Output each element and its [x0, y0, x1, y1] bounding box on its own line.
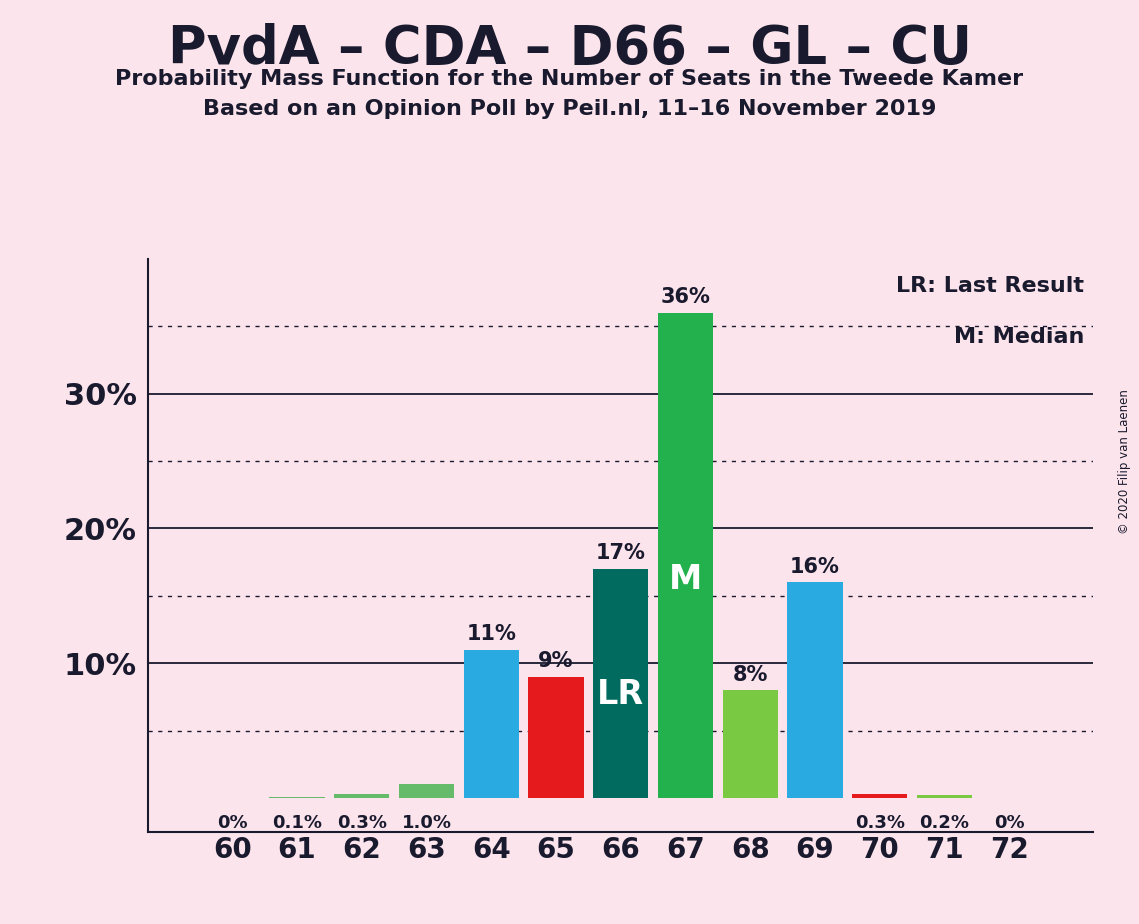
Text: 17%: 17%: [596, 543, 646, 564]
Text: LR: LR: [597, 678, 645, 711]
Text: 0%: 0%: [216, 814, 247, 833]
Bar: [593, 569, 648, 798]
Bar: [917, 796, 972, 798]
Text: © 2020 Filip van Laenen: © 2020 Filip van Laenen: [1118, 390, 1131, 534]
Bar: [464, 650, 518, 798]
Text: Based on an Opinion Poll by Peil.nl, 11–16 November 2019: Based on an Opinion Poll by Peil.nl, 11–…: [203, 99, 936, 119]
Text: M: M: [669, 563, 702, 596]
Text: M: Median: M: Median: [953, 327, 1084, 347]
Bar: [334, 794, 390, 798]
Text: PvdA – CDA – D66 – GL – CU: PvdA – CDA – D66 – GL – CU: [167, 23, 972, 75]
Bar: [270, 796, 325, 798]
Bar: [723, 690, 778, 798]
Text: LR: Last Result: LR: Last Result: [896, 276, 1084, 296]
Text: 0.1%: 0.1%: [272, 814, 322, 833]
Bar: [787, 582, 843, 798]
Text: Probability Mass Function for the Number of Seats in the Tweede Kamer: Probability Mass Function for the Number…: [115, 69, 1024, 90]
Text: 8%: 8%: [732, 664, 768, 685]
Text: 16%: 16%: [790, 557, 839, 577]
Text: 0.2%: 0.2%: [919, 814, 969, 833]
Text: 36%: 36%: [661, 287, 711, 308]
Bar: [528, 676, 583, 798]
Bar: [852, 794, 908, 798]
Text: 11%: 11%: [466, 625, 516, 644]
Text: 1.0%: 1.0%: [402, 814, 451, 833]
Bar: [399, 784, 454, 798]
Text: 0.3%: 0.3%: [337, 814, 387, 833]
Text: 0.3%: 0.3%: [854, 814, 904, 833]
Text: 0%: 0%: [994, 814, 1025, 833]
Bar: [658, 312, 713, 798]
Text: 9%: 9%: [539, 651, 574, 671]
